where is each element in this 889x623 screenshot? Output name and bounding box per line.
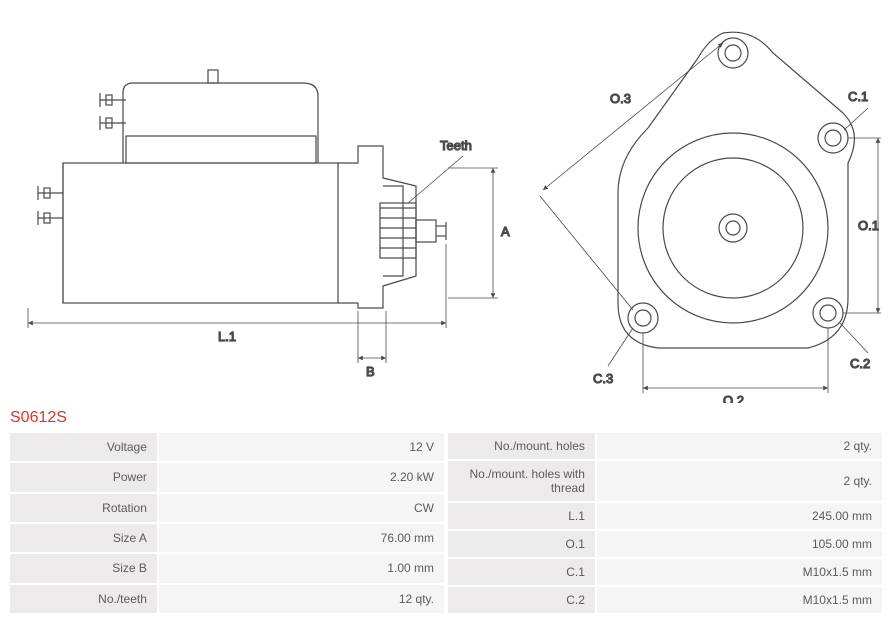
spec-label: Size A [10,524,157,552]
spec-label: C.1 [448,559,595,585]
drawing-svg: L.1 B A Teeth [8,8,881,403]
table-row: L.1245.00 mm [448,503,882,529]
spec-value: 2 qty. [597,433,882,459]
spec-value: 12 V [159,433,444,461]
table-row: Voltage12 V [10,433,444,461]
spec-tables: Voltage12 V Power2.20 kW RotationCW Size… [8,431,884,615]
spec-label: Voltage [10,433,157,461]
table-row: Size A76.00 mm [10,524,444,552]
table-row: C.1M10x1.5 mm [448,559,882,585]
technical-drawing: L.1 B A Teeth [8,8,881,403]
spec-label: Rotation [10,494,157,522]
spec-value: 245.00 mm [597,503,882,529]
spec-value: 2.20 kW [159,463,444,491]
spec-value: 12 qty. [159,585,444,613]
spec-label: Size B [10,554,157,582]
spec-label: L.1 [448,503,595,529]
dim-label-O3: O.3 [610,91,631,106]
table-row: RotationCW [10,494,444,522]
table-row: C.2M10x1.5 mm [448,587,882,613]
dim-label-O1: O.1 [858,218,879,233]
spec-value: M10x1.5 mm [597,559,882,585]
dim-label-C3: C.3 [593,371,613,386]
product-code: S0612S [10,409,881,427]
spec-value: 2 qty. [597,461,882,501]
spec-value: CW [159,494,444,522]
spec-label: No./mount. holes with thread [448,461,595,501]
table-row: No./mount. holes2 qty. [448,433,882,459]
dim-label-A: A [501,224,510,239]
table-row: No./mount. holes with thread2 qty. [448,461,882,501]
spec-value: M10x1.5 mm [597,587,882,613]
table-row: Size B1.00 mm [10,554,444,582]
spec-value: 1.00 mm [159,554,444,582]
spec-label: No./teeth [10,585,157,613]
spec-label: Power [10,463,157,491]
dim-label-O2: O.2 [723,393,744,403]
table-row: Power2.20 kW [10,463,444,491]
dim-label-B: B [366,364,375,379]
dim-label-teeth: Teeth [440,138,472,153]
dim-label-C1: C.1 [848,89,868,104]
spec-table-left: Voltage12 V Power2.20 kW RotationCW Size… [8,431,446,615]
spec-table-right: No./mount. holes2 qty. No./mount. holes … [446,431,884,615]
spec-label: C.2 [448,587,595,613]
dim-label-L1: L.1 [218,329,236,344]
spec-label: No./mount. holes [448,433,595,459]
spec-value: 105.00 mm [597,531,882,557]
spec-label: O.1 [448,531,595,557]
table-row: No./teeth12 qty. [10,585,444,613]
table-row: O.1105.00 mm [448,531,882,557]
spec-value: 76.00 mm [159,524,444,552]
dim-label-C2: C.2 [850,356,870,371]
